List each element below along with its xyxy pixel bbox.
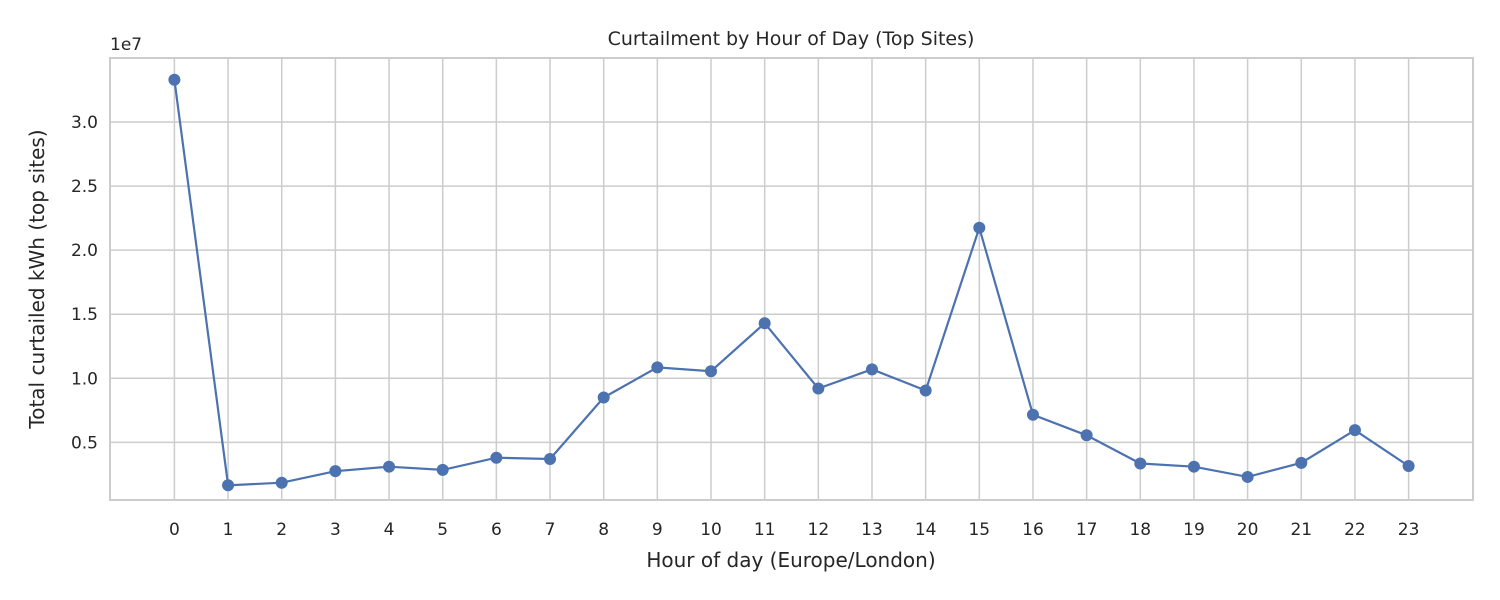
x-tick-label: 13 [861,520,883,540]
y-axis-label: Total curtailed kWh (top sites) [25,129,49,429]
x-tick-label: 16 [1022,520,1044,540]
data-point [1241,470,1254,483]
x-tick-label: 18 [1129,520,1151,540]
x-tick-label: 17 [1076,520,1098,540]
data-point [275,476,288,489]
x-tick-label: 8 [598,520,609,540]
y-axis-offset-label: 1e7 [110,35,142,55]
data-point [865,363,878,376]
data-point [383,460,396,473]
y-tick-label: 2.5 [71,177,98,197]
x-tick-label: 0 [169,520,180,540]
x-tick-label: 10 [700,520,722,540]
data-point [705,365,718,378]
data-point [544,453,557,466]
x-tick-label: 22 [1344,520,1366,540]
x-tick-label: 9 [652,520,663,540]
x-tick-label: 3 [330,520,341,540]
data-point [919,384,932,397]
data-point [329,465,342,478]
data-point [222,479,235,492]
data-point [1402,460,1415,473]
series-layer [168,73,1415,492]
x-tick-label: 1 [223,520,234,540]
x-tick-label: 5 [437,520,448,540]
plot-frame [109,57,1474,501]
y-tick-label: 1.5 [71,305,98,325]
data-point [812,382,825,395]
x-tick-label: 11 [754,520,776,540]
data-point [490,451,503,464]
data-point [436,463,449,476]
x-tick-label: 12 [808,520,830,540]
y-tick-label: 3.0 [71,113,98,133]
x-axis-ticks: 0 1 2 3 4 5 6 7 8 9 10 11 12 13 14 15 16 17 18 19 20 21 22 23 [169,520,1419,540]
y-tick-label: 1.0 [71,369,98,389]
x-tick-label: 6 [491,520,502,540]
data-point [651,361,664,374]
data-point [597,391,610,404]
y-axis-ticks: 0.5 1.0 1.5 2.0 2.5 3.0 [71,113,98,453]
x-axis-label: Hour of day (Europe/London) [646,548,935,572]
x-tick-label: 7 [545,520,556,540]
x-tick-label: 19 [1183,520,1205,540]
x-tick-label: 2 [276,520,287,540]
x-tick-label: 14 [915,520,937,540]
x-tick-label: 4 [384,520,395,540]
data-point [168,73,181,86]
data-point [973,221,986,234]
data-point [758,317,771,330]
data-point [1348,424,1361,437]
y-tick-label: 0.5 [71,433,98,453]
data-point [1295,456,1308,469]
data-point [1026,408,1039,421]
data-point [1187,460,1200,473]
data-point [1080,429,1093,442]
grid-layer [110,58,1473,500]
x-tick-label: 15 [968,520,990,540]
x-tick-label: 23 [1398,520,1420,540]
x-tick-label: 20 [1237,520,1259,540]
chart-title: Curtailment by Hour of Day (Top Sites) [608,28,975,50]
data-point [1134,457,1147,470]
y-tick-label: 2.0 [71,241,98,261]
x-tick-label: 21 [1290,520,1312,540]
series-line [173,79,1410,487]
